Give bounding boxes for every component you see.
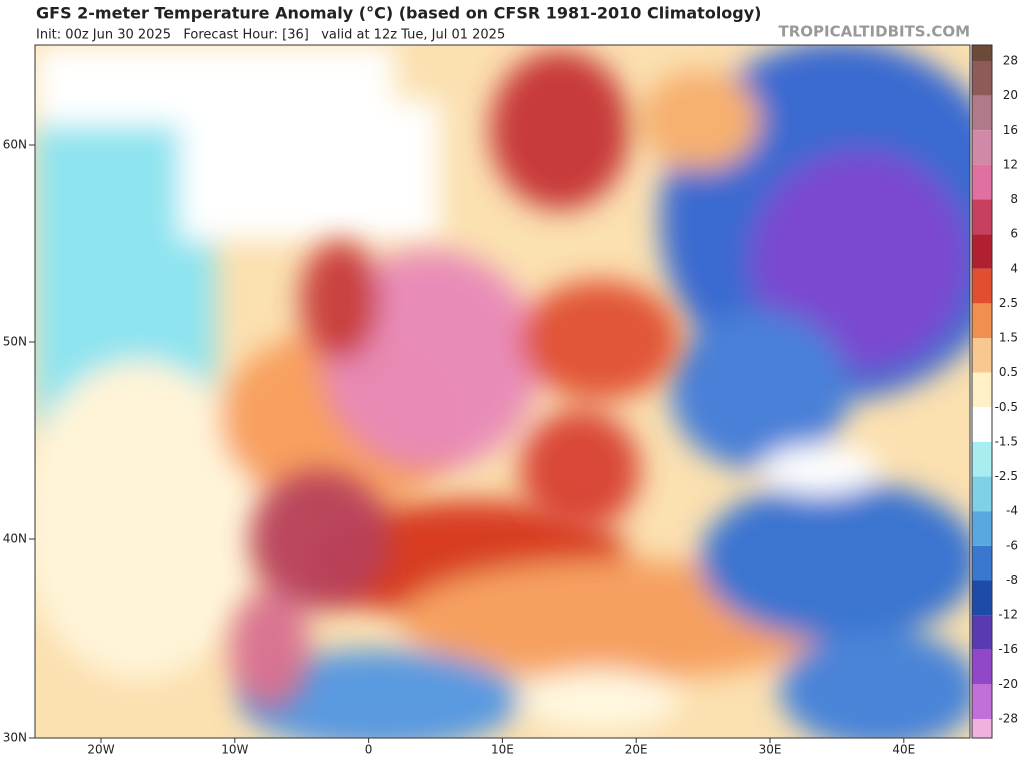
- colorbar-label: 12: [1003, 157, 1018, 171]
- colorbar-swatch: [972, 164, 992, 200]
- colorbar-swatch: [972, 511, 992, 546]
- colorbar-swatch: [972, 130, 992, 165]
- lat-label: 30N: [3, 731, 27, 745]
- colorbar-label: 16: [1003, 123, 1018, 137]
- colorbar-label: -12: [998, 608, 1018, 622]
- colorbar-swatch: [972, 234, 992, 269]
- colorbar-swatch: [972, 199, 992, 235]
- colorbar-swatch: [972, 684, 992, 719]
- lon-label: 20W: [87, 743, 114, 757]
- map: [35, 45, 970, 738]
- colorbar-label: -28: [998, 712, 1018, 726]
- lat-label: 50N: [3, 335, 27, 349]
- colorbar-label: -1.5: [995, 434, 1018, 448]
- colorbar-label: -0.5: [995, 400, 1018, 414]
- colorbar-swatch: [972, 372, 992, 408]
- colorbar-swatch: [972, 719, 992, 738]
- source: TROPICALTIDBITS.COM: [779, 23, 971, 41]
- colorbar-swatch: [972, 303, 992, 339]
- colorbar-swatch: [972, 441, 992, 477]
- colorbar-swatch: [972, 95, 992, 131]
- colorbar-swatch: [972, 61, 992, 96]
- lat-label: 40N: [3, 532, 27, 546]
- subtitle: Init: 00z Jun 30 2025 Forecast Hour: [36…: [36, 28, 505, 43]
- colorbar-label: 8: [1010, 192, 1018, 206]
- colorbar-label: -20: [998, 677, 1018, 691]
- colorbar-swatch: [972, 580, 992, 616]
- colorbar-label: -6: [1006, 538, 1018, 552]
- lon-label: 30E: [759, 743, 782, 757]
- colorbar-label: 0.5: [999, 365, 1018, 379]
- colorbar-label: 20: [1003, 88, 1018, 102]
- lon-label: 40E: [892, 743, 915, 757]
- colorbar-swatch: [972, 615, 992, 650]
- colorbar-swatch: [972, 649, 992, 685]
- title: GFS 2-meter Temperature Anomaly (°C) (ba…: [36, 4, 762, 23]
- colorbar-label: 4: [1010, 261, 1018, 275]
- colorbar-label: -4: [1006, 504, 1018, 518]
- colorbar-label: -16: [998, 642, 1018, 656]
- lat-label: 60N: [3, 138, 27, 152]
- colorbar-label: 1.5: [999, 331, 1018, 345]
- colorbar-label: 2.5: [999, 296, 1018, 310]
- lon-label: 10W: [221, 743, 248, 757]
- colorbar-swatch: [972, 476, 992, 512]
- colorbar-frame: [971, 44, 993, 739]
- colorbar-swatch: [972, 268, 992, 304]
- colorbar-swatch: [972, 407, 992, 442]
- lon-label: 0: [365, 743, 373, 757]
- colorbar-label: -8: [1006, 573, 1018, 587]
- colorbar-swatch: [972, 45, 992, 61]
- lon-label: 20E: [625, 743, 648, 757]
- colorbar-label: -2.5: [995, 469, 1018, 483]
- colorbar-swatch: [972, 338, 992, 373]
- colorbar-label: 28: [1003, 54, 1018, 68]
- colorbar-label: 6: [1010, 227, 1018, 241]
- colorbar-swatch: [972, 545, 992, 581]
- lon-label: 10E: [491, 743, 514, 757]
